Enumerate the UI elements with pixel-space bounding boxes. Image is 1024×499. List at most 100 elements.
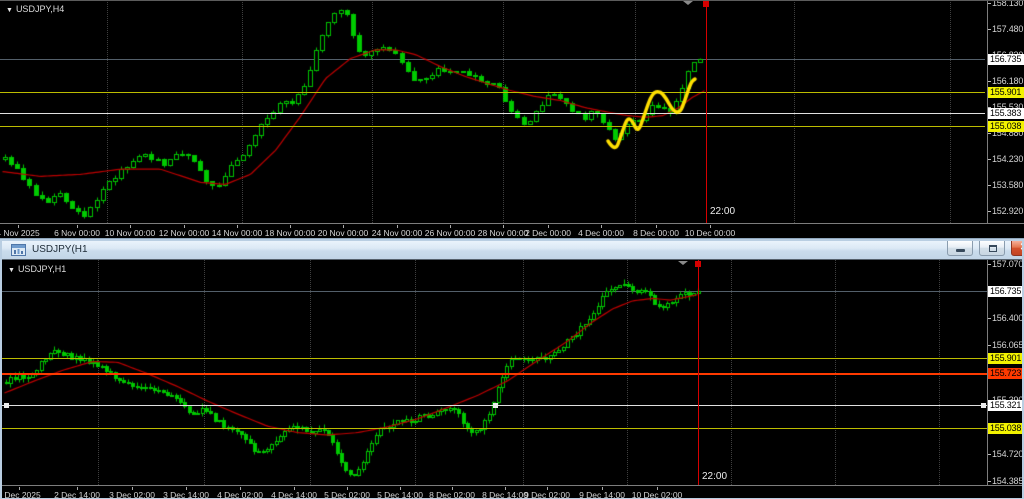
time-tick-label: 24 Nov 00:00 [371,228,423,238]
time-tick-label: 10 Dec 00:00 [684,228,736,238]
time-tick-mark [397,225,398,228]
time-tick-mark [184,225,185,228]
chart-overlay-h1: 22:00 [2,260,987,485]
price-tick-mark [987,29,991,30]
freehand-drawing-yellow[interactable] [0,0,987,223]
time-tick-label: 10 Dec 02:00 [631,490,683,498]
chart-shift-marker[interactable] [678,261,688,265]
time-tick-mark [77,225,78,228]
price-tick-mark [987,318,991,319]
time-axis-divider [2,485,1022,486]
symbol-period-label-h4: ▼ USDJPY,H4 [6,4,64,14]
price-tick-mark [987,107,991,108]
close-icon: ✕ [1020,242,1022,253]
chart-panel-h4[interactable]: 22:00 ▼USDJPY,H4 158.130157.480156.83015… [0,0,1024,238]
chart-panel-h1[interactable]: 22:00 ▼ USDJPY,H1 157.070 156.400 156.065 15… [2,259,1022,498]
symbol-period-text: USDJPY,H1 [17,264,67,274]
time-tick-mark [347,487,348,490]
price-tick-mark [987,185,991,186]
time-tick-label: 2 Dec 14:00 [54,490,100,498]
price-tick-mark [987,159,991,160]
vertical-cursor-line[interactable] [698,260,699,485]
price-tick-label: 155.530 [992,102,1024,112]
price-tick-mark [987,211,991,212]
time-tick-mark [656,225,657,228]
close-button[interactable]: ✕ [1011,241,1022,256]
line-selection-handle[interactable] [4,403,9,408]
price-tick-mark [987,3,991,4]
symbol-period-text: USDJPY,H4 [15,4,65,14]
time-tick-mark [547,487,548,490]
time-tick-label: 26 Nov 00:00 [424,228,476,238]
yellow-horizontal-line-155038[interactable] [2,428,987,429]
line-selection-handle[interactable] [493,403,498,408]
price-tick-label: 154.385 [992,476,1022,486]
price-tick-mark [987,481,991,482]
time-tick-mark [237,225,238,228]
orange-level-tag-155723: 155.723 [987,368,1022,379]
minimize-icon [956,249,965,252]
time-tick-label: 12 Nov 00:00 [158,228,210,238]
price-tick-label: 156.400 [992,313,1022,323]
price-axis-h1[interactable]: 157.070156.400156.065155.390154.720154.3… [987,260,1022,486]
price-axis-h4[interactable]: 158.130157.480156.830156.180155.530154.8… [987,0,1024,223]
vertical-line-handle[interactable] [695,261,701,267]
time-tick-mark [343,225,344,228]
price-axis-divider [987,0,988,223]
time-tick-mark [548,225,549,228]
cursor-time-label: 22:00 [702,471,728,482]
price-axis-divider [987,260,988,485]
time-tick-label: 8 Dec 00:00 [633,228,679,238]
time-tick-label: 9 Dec 02:00 [524,490,570,498]
price-tick-mark [987,81,991,82]
minimize-button[interactable] [947,241,973,256]
price-tick-label: 154.880 [992,128,1024,138]
chart-window-icon [11,244,26,256]
time-tick-mark [186,487,187,490]
time-tick-mark [294,487,295,490]
time-tick-mark [503,225,504,228]
symbol-dropdown-icon[interactable]: ▼ [8,267,15,274]
price-tick-label: 154.720 [992,449,1022,459]
restore-button[interactable] [979,241,1005,256]
time-tick-mark [710,225,711,228]
white-level-tag-155383: 155.383 [987,108,1024,119]
window-title-bar[interactable]: USDJPY(H1 ✕ [2,241,1022,259]
time-tick-mark [657,487,658,490]
time-tick-mark [19,487,20,490]
time-tick-mark [601,225,602,228]
time-tick-mark [602,487,603,490]
price-tick-label: 153.580 [992,180,1024,190]
time-tick-mark [400,487,401,490]
time-axis-h4[interactable]: 4 Nov 2025 6 Nov 00:00 10 Nov 00:00 12 Nov … [0,224,1024,238]
time-tick-mark [77,487,78,490]
yellow-horizontal-line-155901[interactable] [2,358,987,359]
price-tick-label: 158.130 [992,0,1024,8]
symbol-dropdown-icon[interactable]: ▼ [6,7,13,14]
price-tick-label: 154.230 [992,154,1024,164]
time-tick-label: 8 Dec 02:00 [429,490,475,498]
time-tick-mark [452,487,453,490]
time-tick-label: 8 Dec 14:00 [482,490,528,498]
price-tick-mark [987,133,991,134]
time-tick-label: 10 Nov 00:00 [104,228,156,238]
white-level-tag-155321: 155.321 [987,400,1022,411]
time-tick-label: 3 Dec 14:00 [163,490,209,498]
time-axis-h1[interactable]: 2 Dec 2025 2 Dec 14:00 3 Dec 02:00 3 Dec 14… [2,486,1022,498]
price-tick-label: 157.480 [992,24,1024,34]
price-tick-label: 156.180 [992,76,1024,86]
yellow-level-tag-155901: 155.901 [987,353,1022,364]
time-tick-label: 4 Dec 02:00 [217,490,263,498]
line-selection-handle[interactable] [981,403,986,408]
orange-horizontal-line-155723[interactable] [2,373,987,375]
time-tick-label: 5 Dec 02:00 [324,490,370,498]
time-tick-label: 14 Nov 00:00 [211,228,263,238]
symbol-period-label-h1: ▼ USDJPY,H1 [8,264,66,274]
time-tick-label: 28 Nov 00:00 [477,228,529,238]
time-tick-mark [240,487,241,490]
time-tick-label: 9 Dec 14:00 [579,490,625,498]
time-tick-mark [132,487,133,490]
time-tick-label: 4 Dec 14:00 [271,490,317,498]
time-tick-label: 5 Dec 14:00 [377,490,423,498]
